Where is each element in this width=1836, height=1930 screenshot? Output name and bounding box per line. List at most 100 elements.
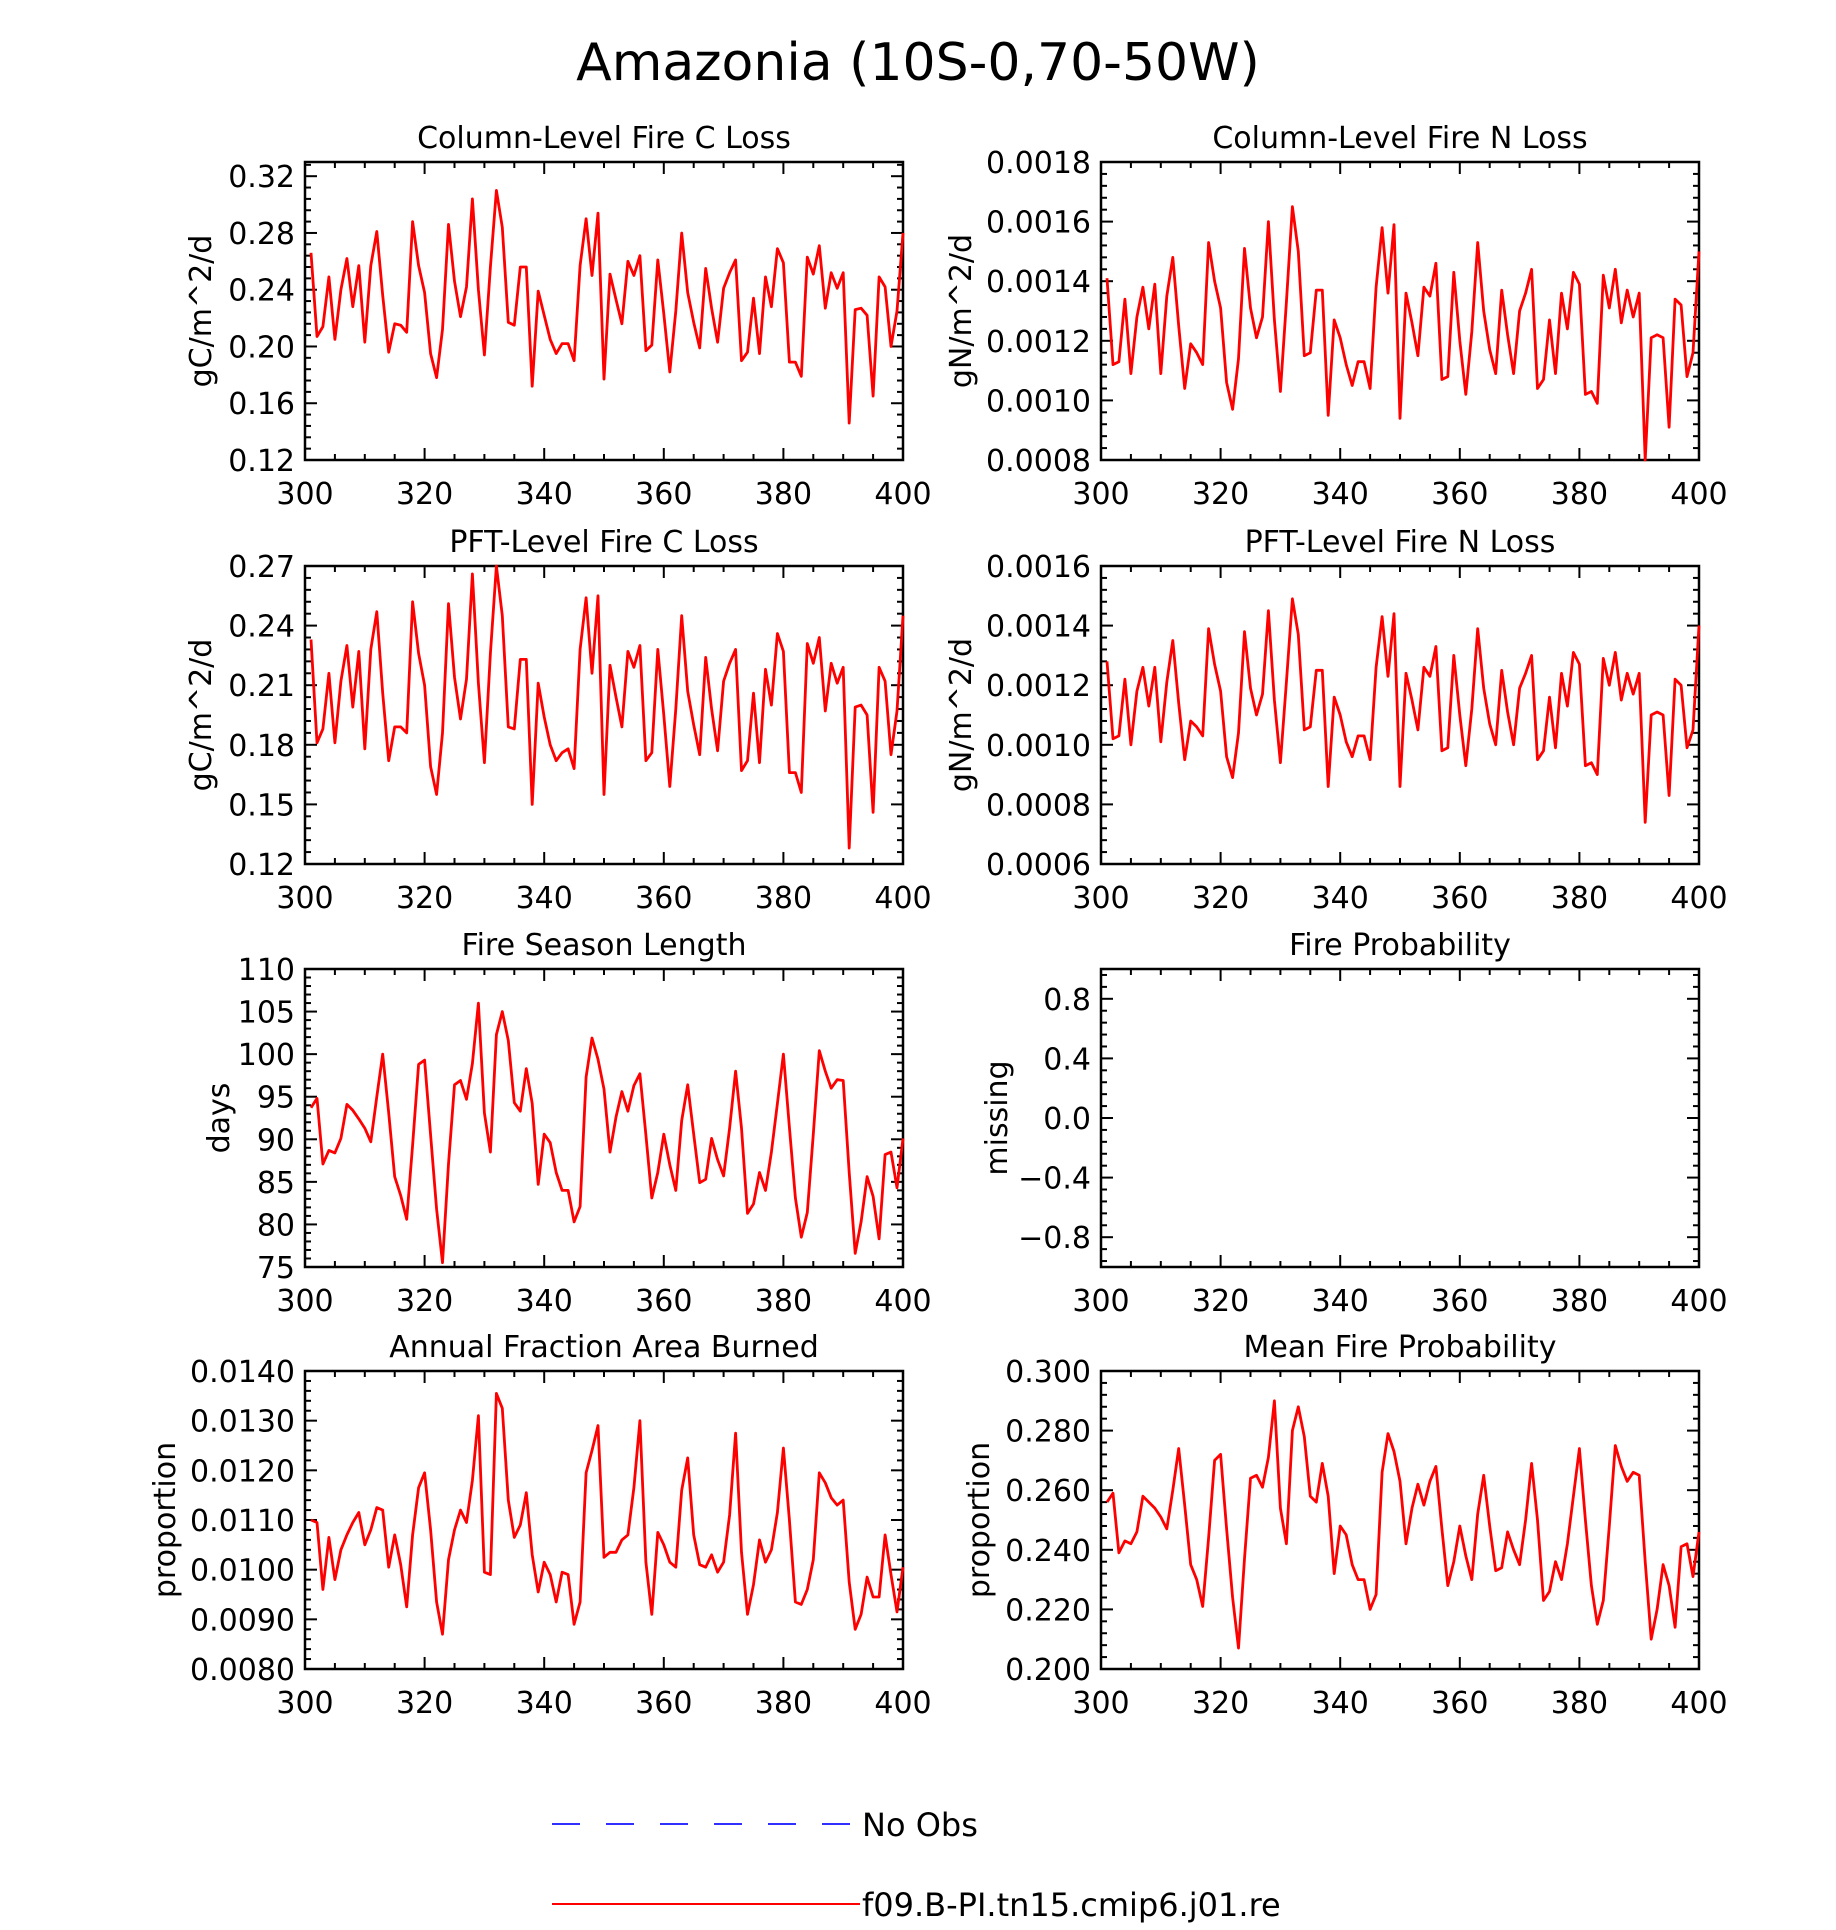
y-tick-label: 0.16 xyxy=(228,387,295,422)
y-tick-label: 0.27 xyxy=(228,550,295,585)
y-axis-label: days xyxy=(202,1083,237,1154)
panel-pft-level-fire-n-loss: PFT-Level Fire N Loss 300 320 340 360 380 400 0… xyxy=(944,525,1728,916)
y-axis-label: gC/m^2/d xyxy=(184,235,219,388)
y-tick-label: 105 xyxy=(238,996,295,1031)
series-line xyxy=(309,564,905,850)
y-tick-label: 0.0018 xyxy=(986,146,1091,181)
y-tick-label: 0.240 xyxy=(1005,1534,1091,1569)
y-tick-label: 0.24 xyxy=(228,610,295,645)
y-tick-label: 0.0012 xyxy=(986,325,1091,360)
plot-frame xyxy=(1099,564,1701,866)
x-tick-label: 360 xyxy=(1431,477,1488,512)
y-axis-label: gN/m^2/d xyxy=(944,638,979,792)
y-tick-label: 0.220 xyxy=(1005,1593,1091,1628)
x-tick-label: 380 xyxy=(755,1686,812,1721)
y-tick-label: 85 xyxy=(257,1166,295,1201)
x-tick-label: 320 xyxy=(396,477,453,512)
plot-frame xyxy=(303,160,905,462)
y-tick-label: 0.0014 xyxy=(986,265,1091,300)
y-tick-label: 100 xyxy=(238,1038,295,1073)
x-tick-label: 340 xyxy=(516,1284,573,1319)
y-tick-label: 0.24 xyxy=(228,274,295,309)
x-tick-label: 320 xyxy=(1192,881,1249,916)
y-tick-label: 0.0140 xyxy=(190,1355,295,1390)
y-tick-label: 0.0080 xyxy=(190,1653,295,1688)
y-tick-label: 0.0110 xyxy=(190,1504,295,1539)
y-tick-label: 0.28 xyxy=(228,217,295,252)
panel-mean-fire-probability: Mean Fire Probability 300 320 340 360 380 400 0… xyxy=(962,1330,1728,1721)
x-tick-label: 400 xyxy=(874,1284,931,1319)
y-tick-label: 0.0014 xyxy=(986,610,1091,645)
y-tick-label: 0.0100 xyxy=(190,1554,295,1589)
panel-column-level-fire-c-loss: Column-Level Fire C Loss 300 320 340 360 380 4… xyxy=(184,121,932,512)
x-tick-label: 400 xyxy=(1670,1686,1727,1721)
x-tick-label: 400 xyxy=(1670,881,1727,916)
y-tick-label: 0.0012 xyxy=(986,669,1091,704)
panel-fire-probability: Fire Probability 300 320 340 360 380 400 −0.8 −0… xyxy=(980,928,1728,1319)
y-tick-label: −0.8 xyxy=(1018,1221,1091,1256)
y-axis-label: gC/m^2/d xyxy=(184,639,219,792)
series-line xyxy=(1105,205,1701,462)
x-tick-label: 380 xyxy=(755,477,812,512)
y-tick-label: 0.32 xyxy=(228,160,295,195)
y-tick-label: 0.0120 xyxy=(190,1454,295,1489)
x-tick-label: 360 xyxy=(635,881,692,916)
y-tick-label: 0.21 xyxy=(228,669,295,704)
x-tick-label: 380 xyxy=(1551,1686,1608,1721)
x-tick-label: 380 xyxy=(1551,881,1608,916)
plot-frame xyxy=(303,1369,905,1671)
x-tick-label: 300 xyxy=(1072,881,1129,916)
plot-frame xyxy=(303,564,905,866)
x-tick-label: 400 xyxy=(1670,477,1727,512)
panel-title: Fire Probability xyxy=(1289,928,1511,963)
panel-title: Column-Level Fire N Loss xyxy=(1212,121,1587,156)
y-tick-label: 0.0016 xyxy=(986,550,1091,585)
y-tick-label: 90 xyxy=(257,1123,295,1158)
y-tick-label: 0.280 xyxy=(1005,1415,1091,1450)
panel-title: Column-Level Fire C Loss xyxy=(417,121,791,156)
y-tick-label: 0.4 xyxy=(1043,1042,1091,1077)
y-tick-label: 110 xyxy=(238,953,295,988)
x-tick-label: 400 xyxy=(874,881,931,916)
x-tick-label: 360 xyxy=(1431,1686,1488,1721)
x-tick-label: 300 xyxy=(276,1284,333,1319)
series-line xyxy=(1105,1399,1701,1650)
x-tick-label: 380 xyxy=(1551,477,1608,512)
x-tick-label: 320 xyxy=(396,1284,453,1319)
x-tick-label: 320 xyxy=(1192,1686,1249,1721)
y-tick-label: 0.0008 xyxy=(986,444,1091,479)
x-tick-label: 320 xyxy=(396,881,453,916)
x-tick-label: 400 xyxy=(874,1686,931,1721)
x-tick-label: 300 xyxy=(276,881,333,916)
x-tick-label: 360 xyxy=(635,1284,692,1319)
y-tick-label: 75 xyxy=(257,1251,295,1286)
panel-title: PFT-Level Fire N Loss xyxy=(1245,525,1556,560)
y-tick-label: 0.200 xyxy=(1005,1653,1091,1688)
series-line xyxy=(309,1001,905,1265)
panel-title: Fire Season Length xyxy=(462,928,747,963)
x-tick-label: 360 xyxy=(635,1686,692,1721)
x-tick-label: 340 xyxy=(1312,477,1369,512)
x-tick-label: 400 xyxy=(874,477,931,512)
x-tick-label: 320 xyxy=(396,1686,453,1721)
x-tick-label: 360 xyxy=(1431,881,1488,916)
panels-grid: Column-Level Fire C Loss 300 320 340 360 380 4… xyxy=(148,121,1728,1721)
y-axis-label: proportion xyxy=(148,1442,183,1598)
series-line xyxy=(1105,597,1701,824)
y-tick-label: 0.8 xyxy=(1043,983,1091,1018)
x-tick-label: 380 xyxy=(1551,1284,1608,1319)
y-tick-label: 0.20 xyxy=(228,330,295,365)
series-line xyxy=(309,188,905,425)
panel-title: Annual Fraction Area Burned xyxy=(389,1330,819,1365)
y-tick-label: 0.0008 xyxy=(986,788,1091,823)
x-tick-label: 340 xyxy=(516,881,573,916)
x-tick-label: 340 xyxy=(1312,1284,1369,1319)
y-tick-label: 0.15 xyxy=(228,788,295,823)
x-tick-label: 300 xyxy=(276,477,333,512)
panel-fire-season-length: Fire Season Length 300 320 340 360 380 400 75 80… xyxy=(202,928,932,1319)
x-tick-label: 340 xyxy=(516,1686,573,1721)
y-tick-label: 0.0130 xyxy=(190,1405,295,1440)
x-tick-label: 340 xyxy=(1312,881,1369,916)
x-tick-label: 360 xyxy=(635,477,692,512)
series-line xyxy=(310,1392,905,1636)
